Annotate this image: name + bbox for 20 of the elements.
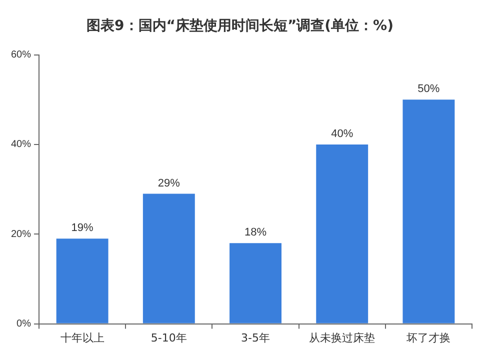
bar [316, 144, 368, 324]
data-label: 50% [418, 83, 440, 96]
bar [56, 238, 108, 324]
x-tick-label: 十年以上 [60, 331, 104, 344]
bar [402, 100, 455, 324]
bar [142, 194, 195, 324]
y-tick-label: 0% [16, 318, 32, 330]
chart-title: 图表9：国内“床垫使用时间长短”调查(单位：%) [86, 17, 394, 34]
x-tick-label: 坏了才换 [406, 331, 451, 344]
x-tick-label: 5-10年 [150, 331, 187, 344]
data-label: 29% [158, 177, 180, 190]
y-tick-label: 40% [11, 139, 32, 150]
y-tick-label: 20% [11, 228, 32, 240]
data-label: 19% [71, 222, 94, 234]
data-label: 40% [331, 128, 354, 140]
bar [230, 243, 282, 324]
data-label: 18% [244, 226, 267, 239]
x-tick-label: 3-5年 [241, 331, 270, 344]
x-tick-label: 从未换过床垫 [309, 331, 376, 344]
y-tick-label: 60% [11, 50, 32, 61]
